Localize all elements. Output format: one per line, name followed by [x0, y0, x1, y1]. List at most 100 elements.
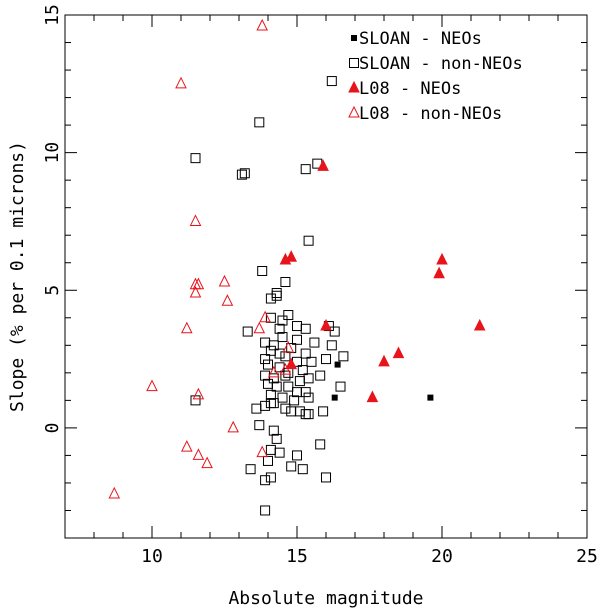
data-point — [286, 461, 297, 472]
data-point — [271, 288, 282, 299]
data-point — [239, 168, 250, 179]
data-point — [146, 379, 158, 392]
x-tick-label: 20 — [431, 546, 453, 567]
data-point — [300, 348, 311, 359]
legend-marker — [348, 80, 360, 93]
data-point — [268, 425, 279, 436]
data-point — [260, 475, 271, 486]
data-point — [326, 340, 337, 351]
y-tick-label: 0 — [42, 422, 63, 433]
data-point — [265, 293, 276, 304]
data-point — [274, 323, 285, 334]
data-point — [274, 447, 285, 458]
data-point — [309, 337, 320, 348]
data-point — [263, 359, 273, 370]
data-point — [292, 450, 302, 461]
data-point — [297, 365, 308, 376]
data-point — [378, 354, 390, 367]
data-point — [108, 486, 121, 499]
data-point — [236, 169, 247, 180]
series-2 — [279, 159, 486, 403]
data-point — [286, 406, 297, 417]
y-tick-label: 10 — [42, 142, 63, 164]
data-point — [175, 76, 187, 89]
data-point — [303, 373, 314, 384]
data-point — [180, 321, 193, 334]
data-point — [256, 18, 269, 31]
data-point — [334, 361, 341, 368]
data-point — [300, 387, 311, 398]
data-point — [254, 117, 265, 128]
data-point — [180, 440, 193, 452]
data-point — [251, 403, 262, 414]
data-point — [283, 381, 294, 392]
data-point — [433, 266, 445, 279]
data-point — [473, 318, 486, 331]
data-point — [227, 420, 240, 433]
data-point — [260, 505, 271, 516]
data-point — [265, 398, 276, 409]
legend-label: SLOAN - NEOs — [359, 29, 482, 49]
data-point — [260, 370, 271, 381]
data-point — [277, 332, 288, 343]
data-point — [292, 387, 302, 398]
data-point — [218, 274, 231, 287]
data-point — [263, 455, 273, 466]
data-point — [201, 456, 213, 469]
data-point — [257, 265, 268, 276]
data-point — [260, 337, 271, 348]
data-point — [279, 252, 292, 265]
series-1 — [190, 76, 349, 516]
data-point — [265, 472, 276, 483]
legend-marker — [351, 35, 357, 41]
series-0 — [331, 361, 434, 401]
data-points — [108, 18, 486, 516]
data-point — [277, 392, 288, 403]
data-point — [335, 381, 346, 392]
y-axis-label: Slope (% per 0.1 microns) — [7, 141, 28, 412]
data-point — [294, 406, 305, 417]
data-point — [245, 464, 256, 475]
data-point — [254, 420, 265, 431]
data-point — [329, 326, 340, 337]
x-tick-label: 10 — [141, 546, 163, 567]
x-tick-label: 15 — [286, 546, 308, 567]
data-point — [268, 373, 279, 384]
data-point — [253, 321, 266, 334]
data-point — [300, 164, 311, 175]
data-point — [303, 392, 314, 403]
data-point — [192, 448, 205, 460]
data-point — [292, 334, 302, 345]
data-point — [315, 439, 326, 450]
data-point — [260, 400, 271, 411]
data-point — [268, 398, 279, 409]
legend-label: L08 - NEOs — [359, 79, 461, 99]
y-tick-label: 15 — [42, 4, 63, 26]
data-point — [242, 326, 253, 337]
series-3 — [108, 18, 295, 499]
data-point — [321, 354, 331, 365]
data-point — [221, 294, 234, 306]
data-point — [282, 340, 295, 353]
data-point — [271, 290, 282, 301]
data-point — [280, 403, 291, 414]
data-point — [265, 444, 276, 455]
data-point — [297, 464, 308, 475]
data-point — [338, 351, 349, 362]
data-point — [285, 250, 298, 262]
data-point — [277, 315, 288, 326]
data-point — [294, 376, 305, 387]
axis-ticks — [64, 14, 588, 539]
data-point — [279, 362, 292, 375]
data-point — [289, 395, 300, 406]
data-point — [189, 214, 202, 226]
data-point — [285, 357, 298, 370]
legend: SLOAN - NEOs SLOAN - non-NEOs L08 - NEOs L0… — [348, 29, 523, 124]
data-point — [265, 345, 276, 356]
data-point — [326, 76, 337, 87]
data-point — [315, 370, 326, 381]
data-point — [300, 409, 311, 420]
data-point — [190, 153, 201, 164]
data-point — [190, 395, 201, 406]
data-point — [280, 370, 291, 381]
